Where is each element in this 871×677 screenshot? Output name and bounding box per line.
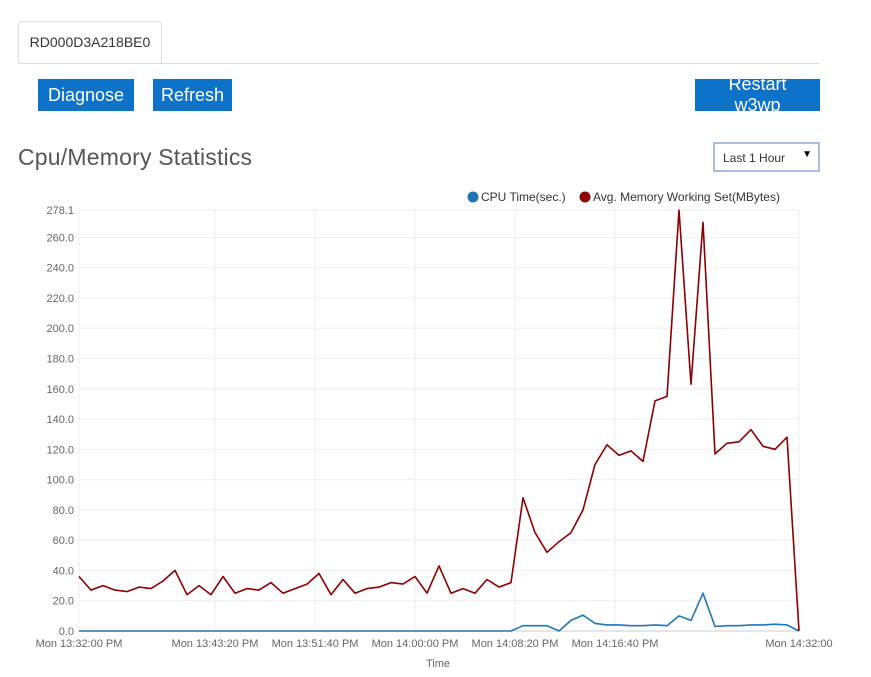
x-tick-label: Mon 13:32:00 PM xyxy=(36,638,123,650)
x-axis-title: Time xyxy=(426,658,450,670)
y-tick-label: 20.0 xyxy=(53,596,74,608)
diagnose-button[interactable]: Diagnose xyxy=(38,79,134,111)
y-tick-label: 240.0 xyxy=(46,263,74,275)
y-tick-label: 200.0 xyxy=(46,323,74,335)
y-tick-label: 0.0 xyxy=(59,626,74,638)
y-axis: 0.0 20.0 40.0 60.0 80.0 100.0 120.0 140.0 160.0 1… xyxy=(46,205,74,638)
section-title: Cpu/Memory Statistics xyxy=(18,144,253,170)
y-tick-label: 60.0 xyxy=(53,535,74,547)
chart-grid xyxy=(78,209,800,632)
x-tick-label: Mon 14:08:20 PM xyxy=(472,638,559,650)
chart-legend: CPU Time(sec.) Avg. Memory Working Set(MB… xyxy=(467,190,780,204)
refresh-button[interactable]: Refresh xyxy=(153,79,232,111)
time-range-select[interactable]: Last 1 Hour ▼ xyxy=(713,142,820,172)
y-tick-label: 40.0 xyxy=(53,565,74,577)
y-tick-label: 80.0 xyxy=(53,505,74,517)
chevron-down-icon: ▼ xyxy=(802,149,812,160)
legend-marker xyxy=(467,191,479,203)
x-tick-label: Mon 14:00:00 PM xyxy=(372,638,459,650)
y-tick-label: 140.0 xyxy=(46,414,74,426)
y-tick-label: 278.1 xyxy=(46,205,74,217)
x-tick-label: Mon 14:16:40 PM xyxy=(572,638,659,650)
restart-w3wp-button[interactable]: Restart w3wp xyxy=(695,74,820,115)
memory-series-line xyxy=(78,209,800,632)
y-tick-label: 160.0 xyxy=(46,384,74,396)
chart-series xyxy=(78,209,800,632)
time-range-value: Last 1 Hour xyxy=(723,151,786,165)
tab-instance[interactable]: RD000D3A218BE0 xyxy=(18,21,162,63)
y-tick-label: 180.0 xyxy=(46,354,74,366)
y-tick-label: 100.0 xyxy=(46,475,74,487)
x-tick-label: Mon 13:43:20 PM xyxy=(172,638,259,650)
legend-marker xyxy=(579,191,591,203)
cpu-time-series-line xyxy=(79,592,800,632)
legend-label[interactable]: Avg. Memory Working Set(MBytes) xyxy=(593,190,780,204)
tab-bar: RD000D3A218BE0 xyxy=(18,21,820,64)
x-axis: Mon 13:32:00 PM Mon 13:43:20 PM Mon 13:51:… xyxy=(36,638,833,650)
y-tick-label: 220.0 xyxy=(46,293,74,305)
cpu-memory-chart: 0.0 20.0 40.0 60.0 80.0 100.0 120.0 140.0 160.0 1… xyxy=(36,190,833,670)
y-tick-label: 120.0 xyxy=(46,444,74,456)
x-tick-label: Mon 14:32:00 xyxy=(765,638,832,650)
y-tick-label: 260.0 xyxy=(46,232,74,244)
x-tick-label: Mon 13:51:40 PM xyxy=(272,638,359,650)
legend-label[interactable]: CPU Time(sec.) xyxy=(481,190,566,204)
